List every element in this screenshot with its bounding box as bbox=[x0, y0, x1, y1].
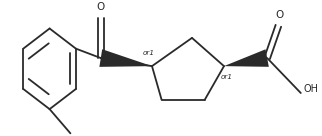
Text: OH: OH bbox=[303, 84, 318, 94]
Text: O: O bbox=[276, 10, 284, 20]
Polygon shape bbox=[224, 49, 269, 67]
Polygon shape bbox=[99, 49, 152, 67]
Text: or1: or1 bbox=[221, 74, 233, 80]
Text: or1: or1 bbox=[142, 50, 154, 56]
Text: O: O bbox=[97, 2, 105, 12]
